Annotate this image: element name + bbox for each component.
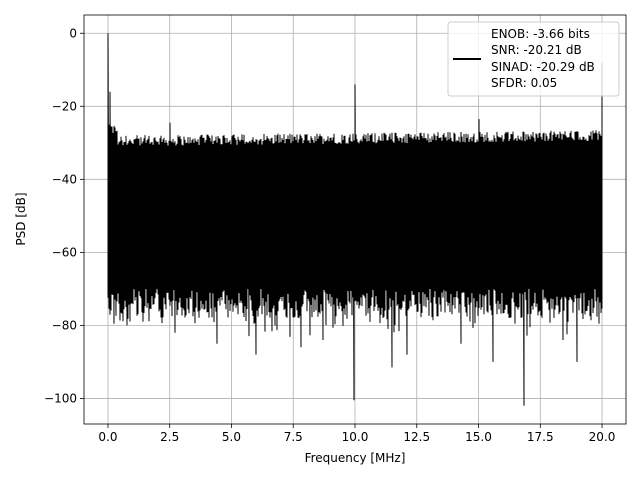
y-tick-label: −20: [52, 99, 77, 113]
y-tick-label: 0: [69, 26, 77, 40]
x-tick-label: 15.0: [465, 430, 492, 444]
legend-snr: SNR: -20.21 dB: [491, 43, 582, 57]
x-axis-ticks: 0.0 2.5 5.0 7.5 10.0 12.5 15.0 17.5 20.0: [98, 424, 615, 444]
legend-box: [447, 21, 620, 97]
legend-sfdr: SFDR: 0.05: [491, 76, 557, 90]
y-axis-label: PSD [dB]: [14, 192, 28, 245]
x-tick-label: 0.0: [98, 430, 117, 444]
x-axis-label: Frequency [MHz]: [305, 451, 406, 465]
x-tick-label: 5.0: [222, 430, 241, 444]
x-tick-label: 10.0: [342, 430, 369, 444]
x-tick-label: 17.5: [527, 430, 554, 444]
x-tick-label: 2.5: [160, 430, 179, 444]
legend-enob: ENOB: -3.66 bits: [491, 27, 590, 41]
y-tick-label: −60: [52, 245, 77, 259]
y-axis-ticks: 0 −20 −40 −60 −80 −100: [44, 26, 84, 405]
x-tick-label: 12.5: [403, 430, 430, 444]
y-tick-label: −40: [52, 172, 77, 186]
legend: ENOB: -3.66 bits SNR: -20.21 dB SINAD: -…: [447, 21, 620, 97]
y-tick-label: −100: [44, 391, 77, 405]
legend-sinad: SINAD: -20.29 dB: [491, 60, 595, 74]
y-tick-label: −80: [52, 318, 77, 332]
x-tick-label: 20.0: [589, 430, 616, 444]
plot-area: [107, 33, 603, 406]
psd-series-line: [107, 33, 603, 406]
x-tick-label: 7.5: [284, 430, 303, 444]
